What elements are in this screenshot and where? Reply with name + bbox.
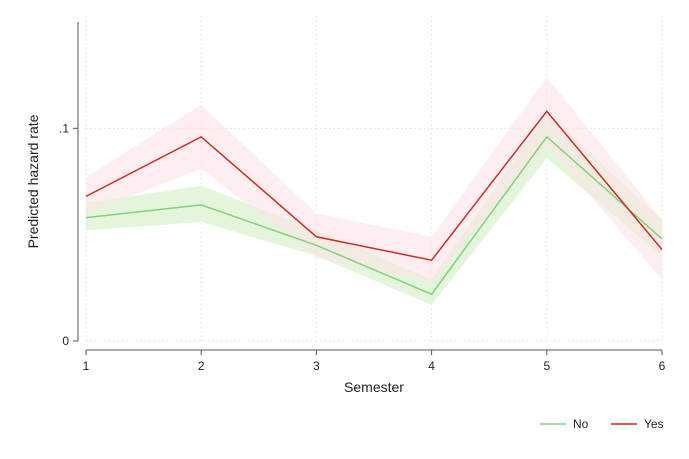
- axes: [73, 22, 663, 355]
- confidence-band-yes: [86, 77, 662, 282]
- y-axis-title: Predicted hazard rate: [25, 114, 41, 248]
- x-tick-label: 5: [543, 359, 550, 373]
- tick-labels: 1 2 3 4 5 6 0 .1: [59, 121, 666, 373]
- series-lines: [85, 110, 663, 296]
- x-tick-label: 1: [83, 359, 90, 373]
- x-tick-label: 3: [313, 359, 320, 373]
- x-tick-label: 2: [198, 359, 205, 373]
- legend-label-no: No: [573, 417, 589, 431]
- x-tick-label: 6: [659, 359, 666, 373]
- y-tick-label: 0: [62, 334, 69, 348]
- legend-label-yes: Yes: [644, 417, 664, 431]
- series-line-no: [85, 135, 663, 296]
- x-axis-title: Semester: [344, 379, 404, 395]
- series-line-yes: [85, 110, 663, 262]
- y-tick-label: .1: [59, 121, 69, 135]
- grid-lines: [85, 16, 663, 342]
- legend: No Yes: [540, 417, 664, 431]
- x-tick-label: 4: [428, 359, 435, 373]
- confidence-bands: [86, 77, 662, 305]
